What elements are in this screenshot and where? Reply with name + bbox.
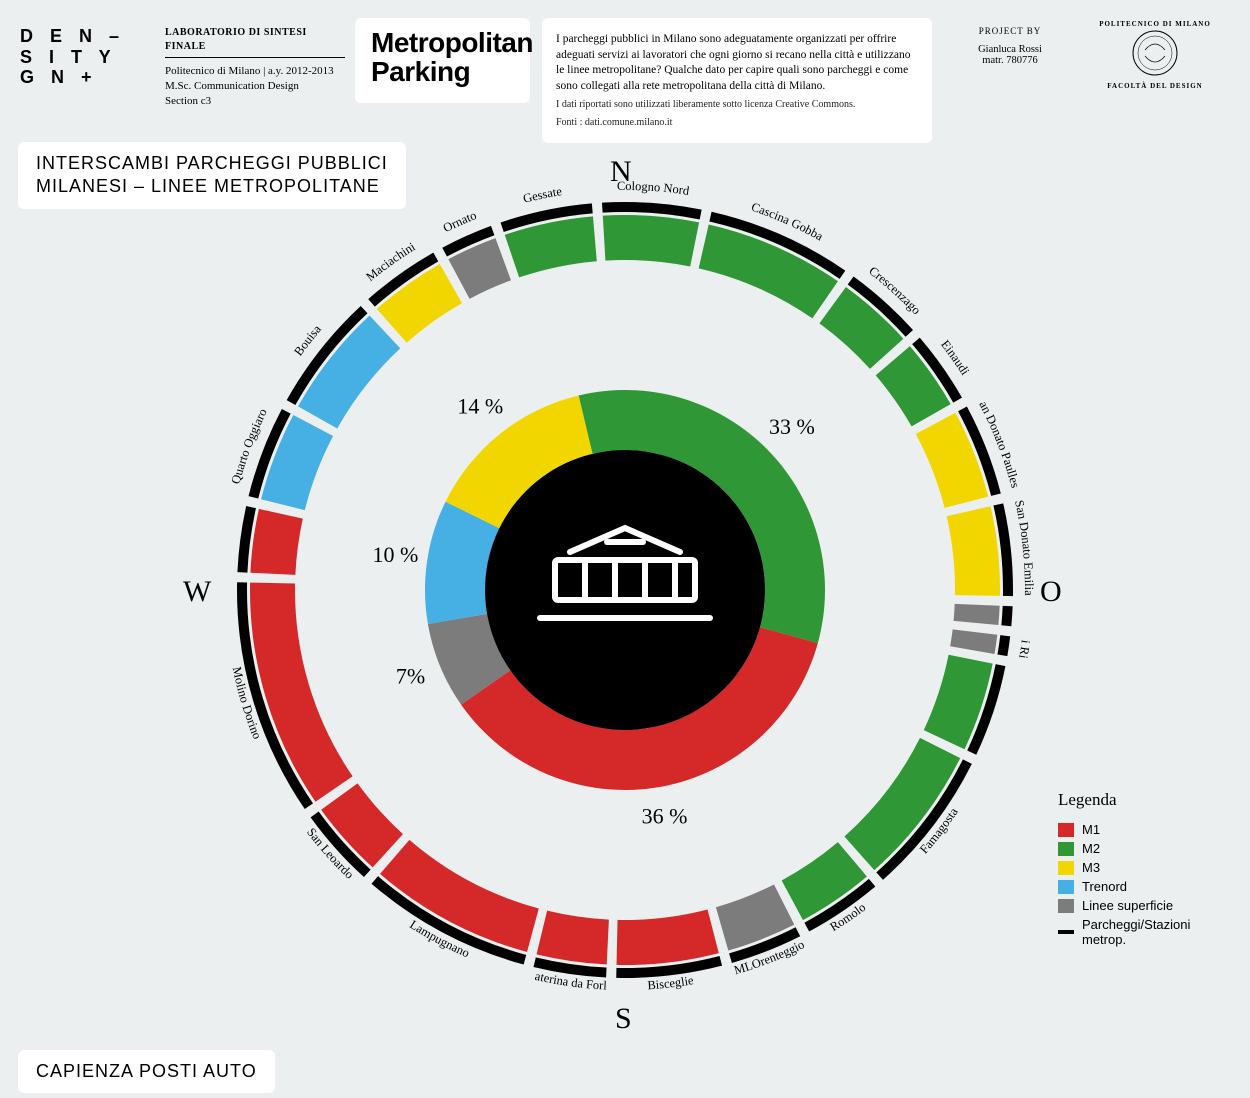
legend-swatch — [1058, 930, 1074, 934]
segment-label: San Donato Emilia — [1012, 499, 1036, 596]
logo-line-1: D E N – — [20, 26, 125, 47]
lab-line-2: M.Sc. Communication Design — [165, 79, 345, 94]
legend-title: Legenda — [1058, 790, 1238, 810]
compass-n: N — [610, 155, 632, 189]
compass-s: S — [615, 1002, 632, 1036]
segment-label: Ornato — [441, 208, 479, 235]
pct-label: 14 % — [457, 394, 503, 419]
outer-segment — [537, 911, 609, 965]
legend-label: Linee superficie — [1082, 898, 1173, 913]
density-logo: D E N – S I T Y G N + — [20, 26, 125, 88]
legend-swatch — [1058, 823, 1074, 837]
outer-segment — [603, 215, 699, 267]
legend-row: Linee superficie — [1058, 898, 1238, 913]
legend-label: Parcheggi/Stazioni metrop. — [1082, 917, 1238, 947]
outer-segment — [819, 287, 903, 369]
outer-segment — [947, 506, 1000, 596]
outer-tick — [1001, 606, 1012, 626]
segment-label: Gessate — [522, 184, 564, 206]
credits-block: PROJECT BY Gianluca Rossi matr. 780776 — [950, 26, 1070, 66]
legend-row: Trenord — [1058, 879, 1238, 894]
lab-title: LABORATORIO DI SINTESI FINALE — [165, 26, 345, 58]
outer-segment — [377, 264, 462, 343]
legend: Legenda M1 M2 M3 Trenord Linee superficie Par… — [1058, 790, 1238, 951]
credits-matr: matr. 780776 — [950, 55, 1070, 66]
outer-segment — [950, 629, 997, 654]
lab-line-1: Politecnico di Milano | a.y. 2012-2013 — [165, 64, 345, 79]
outer-segment — [250, 583, 353, 802]
seal-top: POLITECNICO DI MILANO — [1085, 20, 1225, 28]
pct-label: 10 % — [372, 542, 418, 567]
lab-block: LABORATORIO DI SINTESI FINALE Politecnic… — [165, 26, 345, 109]
legend-label: M2 — [1082, 841, 1100, 856]
section-title-2: CAPIENZA POSTI AUTO — [18, 1050, 275, 1093]
lab-line-3: Section c3 — [165, 94, 345, 109]
legend-label: M3 — [1082, 860, 1100, 875]
description-panel: I parcheggi pubblici in Milano sono adeg… — [542, 18, 932, 143]
legend-label: Trenord — [1082, 879, 1127, 894]
legend-swatch — [1058, 899, 1074, 913]
pct-label: 33 % — [769, 414, 815, 439]
credits-label: PROJECT BY — [950, 26, 1070, 36]
legend-row: M3 — [1058, 860, 1238, 875]
big-title-line-2: Parking — [371, 57, 520, 86]
description-text: I parcheggi pubblici in Milano sono adeg… — [556, 32, 918, 94]
center-disc — [485, 450, 765, 730]
credits-author: Gianluca Rossi — [950, 44, 1070, 55]
legend-row: M1 — [1058, 822, 1238, 837]
big-title-panel: Metropolitan Parking — [355, 18, 530, 103]
seal-bottom: FACOLTÀ DEL DESIGN — [1085, 82, 1225, 90]
legend-swatch — [1058, 861, 1074, 875]
legend-swatch — [1058, 842, 1074, 856]
big-title-line-1: Metropolitan — [371, 28, 520, 57]
segment-label: Crescenzago — [866, 264, 923, 318]
logo-line-2: S I T Y — [20, 47, 125, 68]
compass-e: O — [1040, 575, 1062, 609]
outer-segment — [876, 346, 951, 426]
pct-label: 7% — [396, 663, 425, 688]
outer-segment — [250, 509, 302, 575]
radial-chart: N O S W Quarto OggiaroBouisaMaciachiniOr… — [205, 170, 1045, 1010]
polimi-seal: POLITECNICO DI MILANO FACOLTÀ DEL DESIGN — [1085, 20, 1225, 90]
compass-w: W — [183, 575, 211, 609]
legend-row: Parcheggi/Stazioni metrop. — [1058, 917, 1238, 947]
outer-segment — [916, 413, 988, 508]
outer-segment — [617, 910, 719, 965]
outer-tick — [997, 635, 1010, 656]
pct-label: 36 % — [642, 804, 688, 829]
chart-svg: Quarto OggiaroBouisaMaciachiniOrnatoGess… — [205, 170, 1045, 1010]
outer-segment — [954, 604, 1000, 625]
legend-label: M1 — [1082, 822, 1100, 837]
legend-row: M2 — [1058, 841, 1238, 856]
logo-line-3: G N + — [20, 67, 125, 88]
description-footnote: I dati riportati sono utilizzati liberam… — [556, 98, 918, 112]
legend-swatch — [1058, 880, 1074, 894]
description-sources: Fonti : dati.comune.milano.it — [556, 116, 918, 130]
header: D E N – S I T Y G N + LABORATORIO DI SIN… — [0, 8, 1250, 123]
